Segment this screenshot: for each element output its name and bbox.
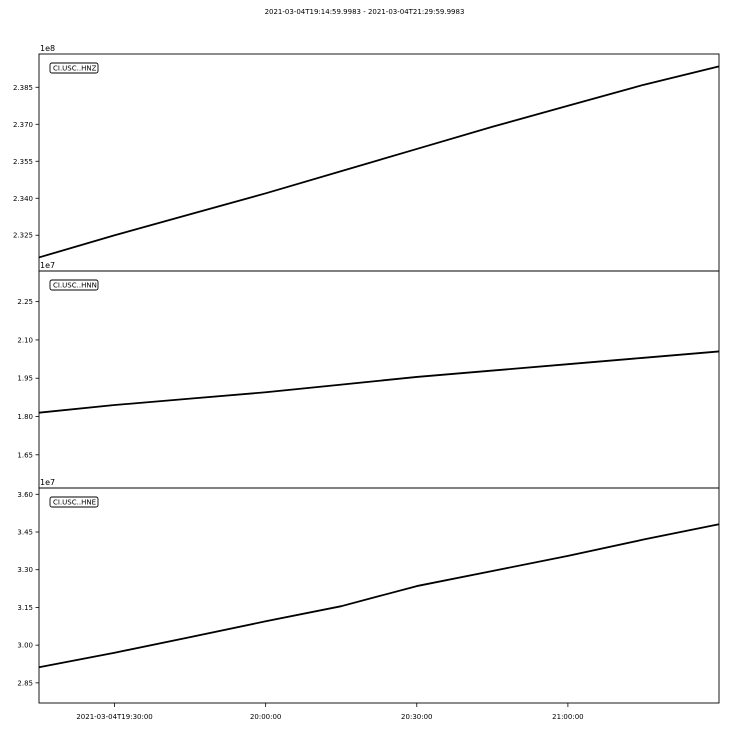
legend-label: CI.USC..HNE bbox=[53, 499, 96, 507]
y-tick-label: 2.325 bbox=[13, 232, 33, 240]
legend-box bbox=[49, 496, 99, 508]
y-tick-label: 1.95 bbox=[17, 375, 33, 383]
y-tick-label: 3.30 bbox=[17, 566, 33, 574]
y-tick-label: 2.85 bbox=[17, 679, 33, 687]
trace-panel-1: 2.325 2.340 2.355 2.370 2.385 1e8 CI.USC..HNZ bbox=[13, 44, 720, 272]
y-tick-label: 2.340 bbox=[13, 195, 33, 203]
y-tick-label: 3.45 bbox=[17, 529, 33, 537]
y-tick-label: 3.00 bbox=[17, 642, 33, 650]
legend-label: CI.USC..HNZ bbox=[53, 65, 97, 73]
trace-panel-3: 2.85 3.00 3.15 3.30 3.45 3.60 1e7 CI.USC..HNE bbox=[17, 478, 720, 704]
trace-panel-2: 1.65 1.80 1.95 2.10 2.25 1e7 CI.USC..HNN bbox=[17, 261, 720, 489]
panel-frame bbox=[38, 53, 720, 272]
y-tick-label: 3.60 bbox=[17, 491, 33, 499]
trace-line bbox=[38, 523, 720, 669]
chart-title: 2021-03-04T19:14:59.9983 - 2021-03-04T21… bbox=[264, 8, 465, 16]
y-tick-label: 2.355 bbox=[13, 158, 33, 166]
y-tick-label: 3.15 bbox=[17, 604, 33, 612]
y-tick-label: 1.80 bbox=[17, 413, 33, 421]
x-tick-label: 20:00:00 bbox=[250, 713, 281, 721]
legend-box bbox=[49, 62, 99, 74]
panel-frame bbox=[38, 270, 720, 489]
y-tick-label: 2.25 bbox=[17, 298, 33, 306]
trace-line bbox=[38, 350, 720, 414]
panel-frame bbox=[38, 487, 720, 704]
legend-box bbox=[49, 279, 99, 291]
legend: CI.USC..HNZ bbox=[49, 62, 99, 74]
y-tick-label: 2.370 bbox=[13, 121, 33, 129]
y-offset-label: 1e8 bbox=[40, 44, 55, 53]
y-tick-label: 1.65 bbox=[17, 451, 33, 459]
y-offset-label: 1e7 bbox=[40, 261, 55, 270]
legend: CI.USC..HNE bbox=[49, 496, 99, 508]
y-offset-label: 1e7 bbox=[40, 478, 55, 487]
y-tick-label: 2.385 bbox=[13, 84, 33, 92]
trace-line bbox=[38, 65, 720, 259]
legend-label: CI.USC..HNN bbox=[53, 282, 97, 290]
y-tick-label: 2.10 bbox=[17, 336, 33, 344]
x-tick-label: 2021-03-04T19:30:00 bbox=[76, 713, 152, 721]
legend: CI.USC..HNN bbox=[49, 279, 99, 291]
x-tick-label: 20:30:00 bbox=[401, 713, 432, 721]
x-tick-label: 21:00:00 bbox=[552, 713, 583, 721]
